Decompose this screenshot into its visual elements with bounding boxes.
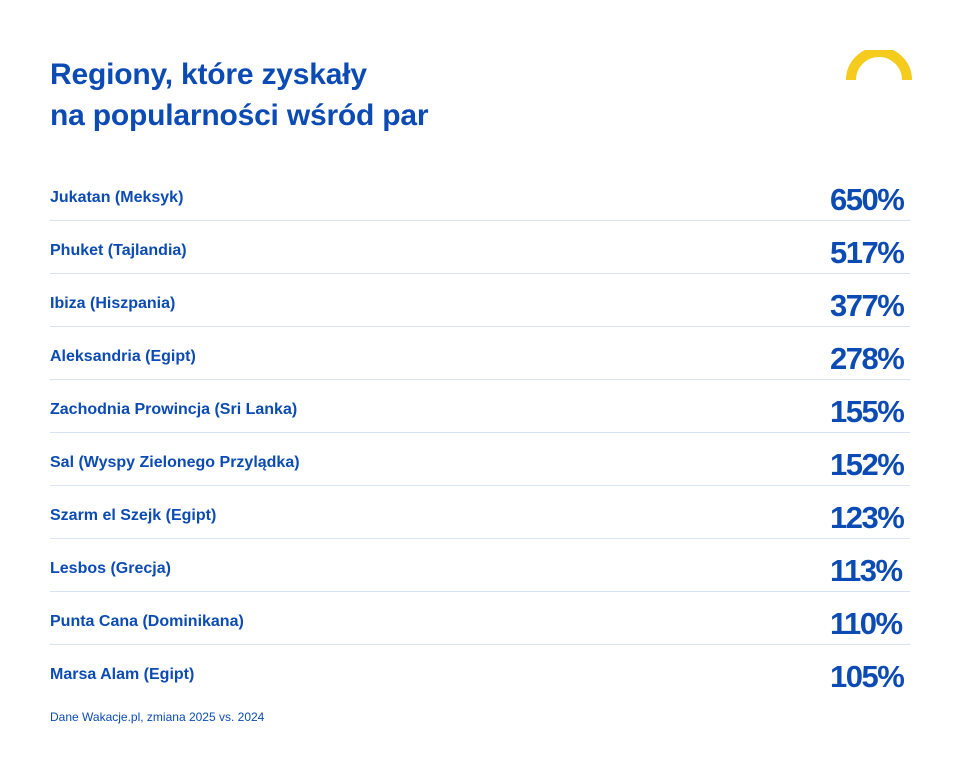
title-line-1: Regiony, które zyskały (50, 58, 367, 91)
regions-table: Jukatan (Meksyk) 650% Phuket (Tajlandia) 51… (50, 168, 910, 698)
region-label: Jukatan (Meksyk) (50, 189, 184, 206)
table-row: Punta Cana (Dominikana) 110% (50, 592, 910, 645)
region-label: Zachodnia Prowincja (Sri Lanka) (50, 401, 298, 418)
region-label: Phuket (Tajlandia) (50, 242, 187, 259)
region-label: Szarm el Szejk (Egipt) (50, 507, 217, 524)
region-label: Ibiza (Hiszpania) (50, 295, 176, 312)
growth-value: 650% (830, 182, 905, 217)
region-label: Lesbos (Grecja) (50, 560, 171, 577)
growth-value: 155% (830, 394, 905, 429)
growth-value: 152% (830, 447, 905, 482)
growth-value: 123% (830, 500, 905, 535)
table-row: Ibiza (Hiszpania) 377% (50, 274, 910, 327)
growth-value: 517% (830, 235, 905, 270)
growth-value: 278% (830, 341, 905, 376)
growth-value: 105% (830, 659, 905, 694)
table-row: Sal (Wyspy Zielonego Przylądka) 152% (50, 433, 910, 486)
yellow-arc-icon (846, 50, 912, 81)
table-row: Phuket (Tajlandia) 517% (50, 221, 910, 274)
region-label: Sal (Wyspy Zielonego Przylądka) (50, 454, 300, 471)
table-row: Lesbos (Grecja) 113% (50, 539, 910, 592)
table-row: Aleksandria (Egipt) 278% (50, 327, 910, 380)
table-row: Zachodnia Prowincja (Sri Lanka) 155% (50, 380, 910, 433)
growth-value: 110% (830, 606, 903, 641)
page-title: Regiony, które zyskały na popularności w… (50, 54, 429, 136)
title-line-2: na popularności wśród par (50, 99, 429, 132)
region-label: Marsa Alam (Egipt) (50, 666, 195, 683)
source-note: Dane Wakacje.pl, zmiana 2025 vs. 2024 (50, 710, 265, 724)
table-row: Jukatan (Meksyk) 650% (50, 168, 910, 221)
growth-value: 377% (830, 288, 905, 323)
table-row: Marsa Alam (Egipt) 105% (50, 645, 910, 698)
table-row: Szarm el Szejk (Egipt) 123% (50, 486, 910, 539)
region-label: Punta Cana (Dominikana) (50, 613, 244, 630)
region-label: Aleksandria (Egipt) (50, 348, 196, 365)
growth-value: 113% (830, 553, 903, 588)
